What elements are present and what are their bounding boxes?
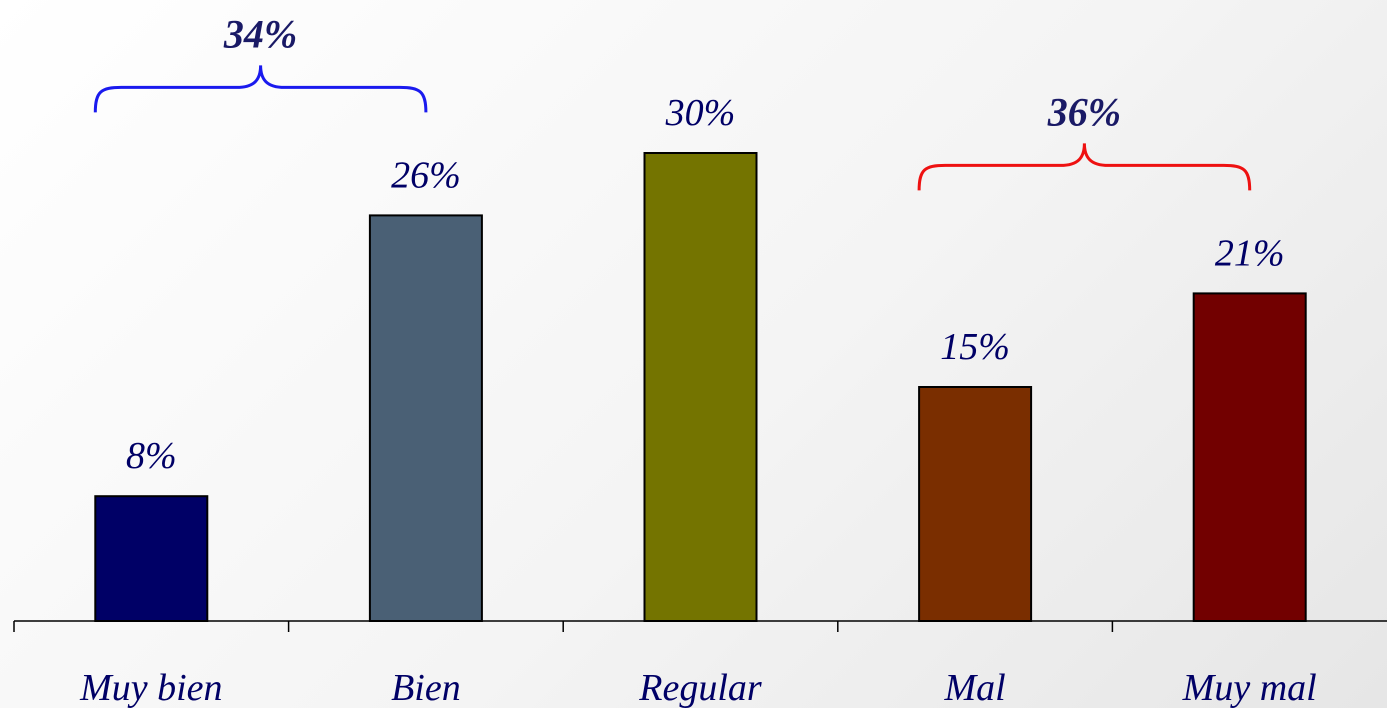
bar-mal [918,386,1033,622]
tick-label-0: Muy bien [79,667,222,708]
bar-bien [368,214,483,622]
data-label-0: 8% [126,435,177,477]
group-label-0: 34% [223,11,297,56]
data-labels: 8% 26% 30% 15% 21% [126,92,1285,477]
bar-muy-mal [1192,292,1307,622]
data-label-3: 15% [940,326,1010,368]
tick-label-4: Muy mal [1182,667,1317,708]
group-brace-1 [917,143,1252,191]
tick-label-3: Mal [943,667,1005,708]
group-brace-0 [93,65,428,113]
tick-label-2: Regular [638,667,762,708]
bar-regular [643,152,758,622]
data-label-4: 21% [1215,232,1285,274]
group-label-1: 36% [1047,89,1121,134]
bar-muy-bien [94,495,209,623]
data-label-1: 26% [391,154,461,196]
data-label-2: 30% [665,92,736,134]
tick-label-1: Bien [391,667,461,708]
bars [94,152,1307,623]
x-axis-ticks: Muy bien Bien Regular Mal Muy mal [13,621,1317,708]
group-braces: 34% 36% [93,11,1252,191]
